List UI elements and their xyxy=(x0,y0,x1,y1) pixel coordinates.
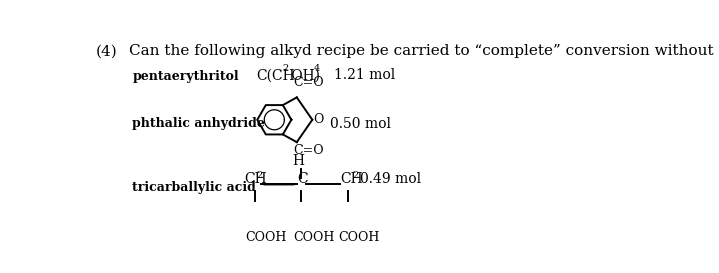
Text: 0.50 mol: 0.50 mol xyxy=(330,117,391,132)
Text: 0.49 mol: 0.49 mol xyxy=(360,172,421,186)
Text: O: O xyxy=(313,113,324,126)
Text: pentaerythritol: pentaerythritol xyxy=(132,70,239,83)
Text: C=O: C=O xyxy=(293,76,324,89)
Text: C(CH: C(CH xyxy=(257,68,295,82)
Text: 2: 2 xyxy=(352,171,359,180)
Text: (4): (4) xyxy=(96,44,118,58)
Text: COOH: COOH xyxy=(246,232,287,244)
Text: 2: 2 xyxy=(257,171,262,180)
Text: 1.21 mol: 1.21 mol xyxy=(334,68,395,82)
Text: H: H xyxy=(293,153,304,168)
Text: OH): OH) xyxy=(287,68,320,82)
Text: C=O: C=O xyxy=(293,144,324,157)
Text: 4: 4 xyxy=(314,64,320,73)
Text: Can the following alkyd recipe be carried to “complete” conversion without gelli: Can the following alkyd recipe be carrie… xyxy=(129,44,719,58)
Text: tricarballylic acid: tricarballylic acid xyxy=(132,181,257,194)
Text: 2: 2 xyxy=(282,64,288,73)
Text: phthalic anhydride: phthalic anhydride xyxy=(132,117,265,130)
Text: C: C xyxy=(298,172,308,186)
Text: COOH: COOH xyxy=(293,232,334,244)
Text: COOH: COOH xyxy=(339,232,380,244)
Text: CH: CH xyxy=(244,172,267,186)
Text: CH: CH xyxy=(340,172,363,186)
